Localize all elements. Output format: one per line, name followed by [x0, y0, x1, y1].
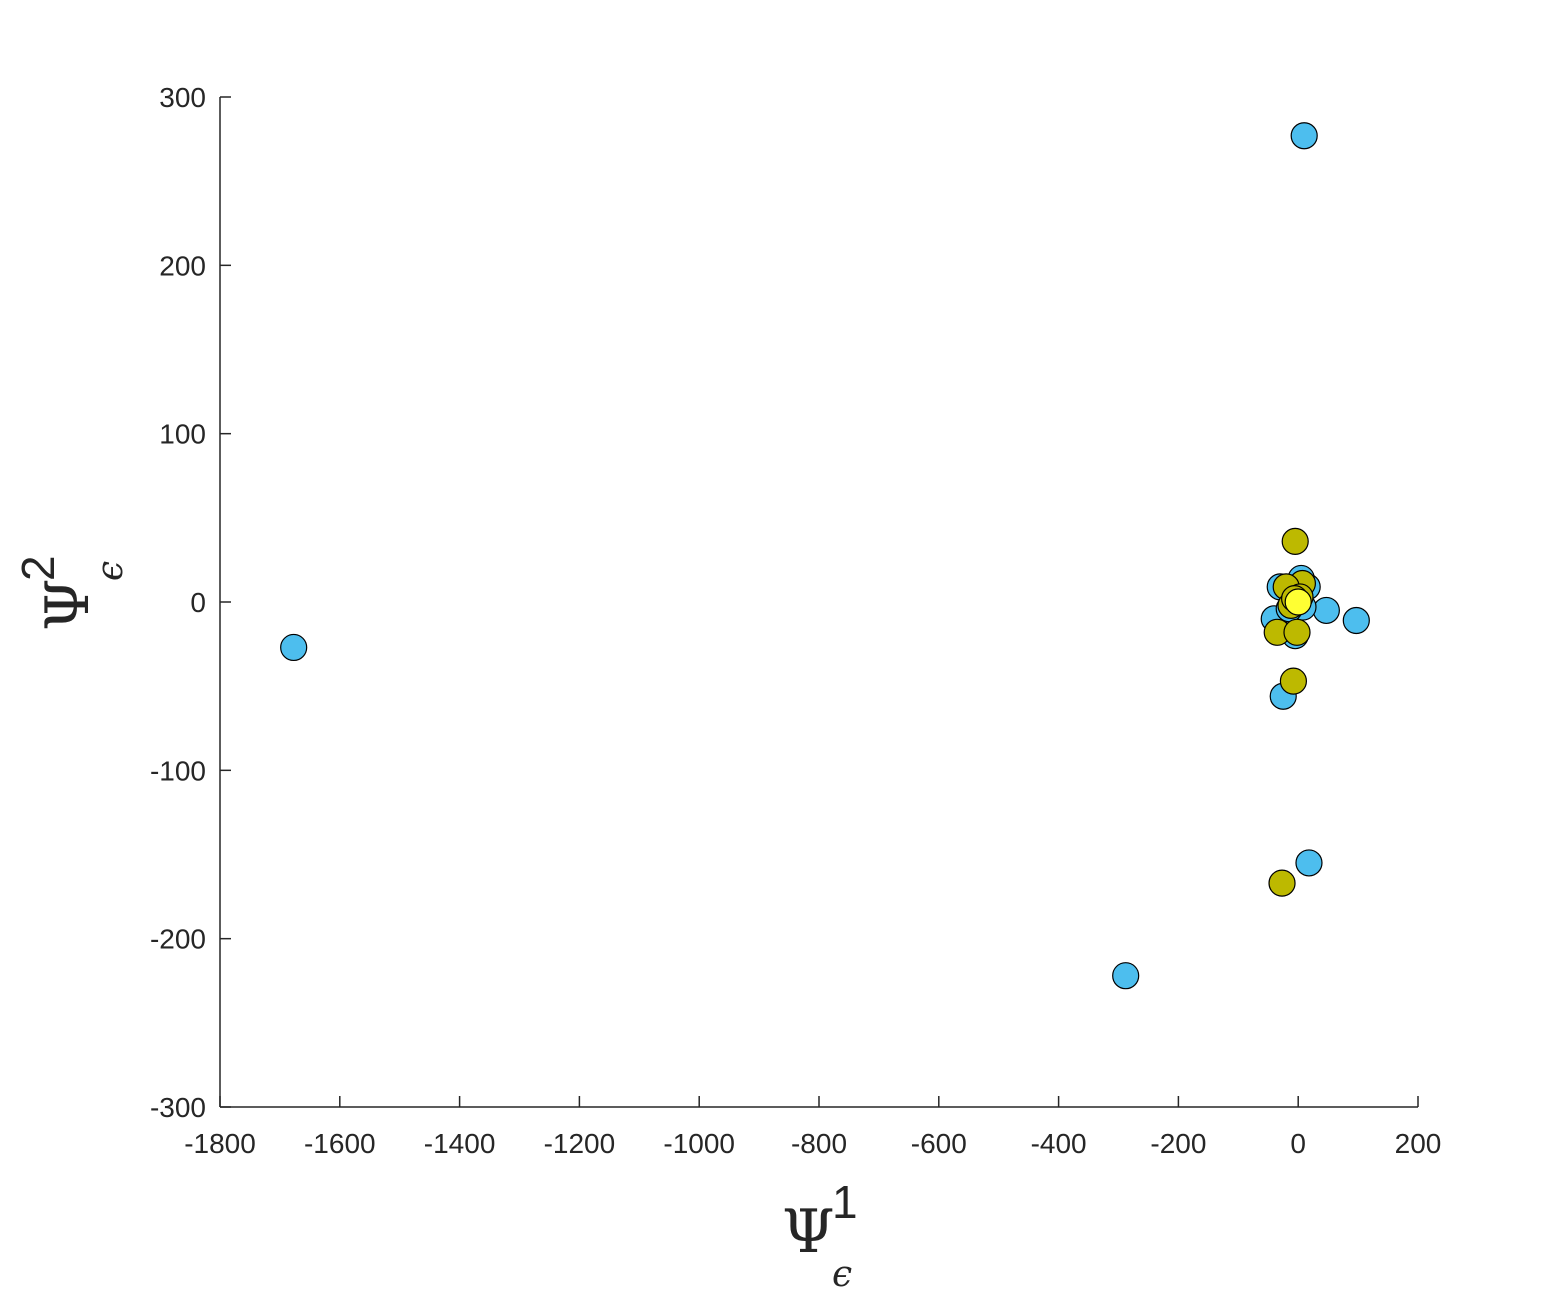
- x-tick-label: 200: [1395, 1128, 1442, 1159]
- scatter-point: [1312, 596, 1340, 625]
- x-tick-label: -600: [911, 1128, 967, 1159]
- series-0: [280, 122, 1370, 990]
- y-tick-label: 200: [159, 250, 206, 281]
- x-axis-label-superscript: 1: [832, 1176, 858, 1228]
- x-tick-label: -800: [791, 1128, 847, 1159]
- y-axis-label-symbol: Ψ: [33, 578, 103, 631]
- y-axis-label-subscript: ϵ: [90, 561, 131, 581]
- scatter-point: [1281, 527, 1309, 556]
- x-tick-label: 0: [1290, 1128, 1306, 1159]
- scatter-point: [1112, 962, 1140, 990]
- x-axis-label-symbol: Ψ: [782, 1197, 835, 1267]
- y-tick-label: 0: [190, 587, 206, 618]
- y-ticks: -300 -200 -100 0 100 200 300: [150, 82, 231, 1123]
- x-tick-label: -1400: [424, 1128, 496, 1159]
- scatter-point: [1342, 606, 1370, 635]
- x-tick-label: -1600: [304, 1128, 376, 1159]
- y-tick-label: -300: [150, 1092, 206, 1123]
- y-axis-label: Ψ 2 ϵ: [12, 555, 131, 631]
- x-tick-label: -1800: [184, 1128, 256, 1159]
- scatter-point: [1268, 869, 1296, 897]
- scatter-point: [1290, 122, 1318, 150]
- scatter-point: [280, 633, 308, 662]
- y-tick-label: -200: [150, 924, 206, 955]
- axes: [219, 97, 1418, 1108]
- y-tick-label: 300: [159, 82, 206, 113]
- x-tick-label: -1000: [663, 1128, 735, 1159]
- x-axis-label-subscript: ϵ: [832, 1254, 852, 1295]
- scatter-point: [1284, 588, 1312, 616]
- x-tick-label: -400: [1031, 1128, 1087, 1159]
- scatter-point: [1279, 667, 1308, 695]
- y-axis-label-superscript: 2: [12, 555, 64, 581]
- x-axis-label: Ψ 1 ϵ: [782, 1176, 858, 1295]
- scatter-point: [1283, 618, 1311, 646]
- data-points: [280, 122, 1370, 990]
- y-tick-label: 100: [159, 419, 206, 450]
- x-tick-label: -1200: [544, 1128, 616, 1159]
- scatter-point: [1295, 849, 1323, 877]
- y-tick-label: -100: [150, 755, 206, 786]
- x-tick-label: -200: [1150, 1128, 1206, 1159]
- x-ticks: -1800 -1600 -1400 -1200 -1000 -800 -600 -400 -20…: [184, 1096, 1441, 1159]
- series-2: [1284, 588, 1312, 616]
